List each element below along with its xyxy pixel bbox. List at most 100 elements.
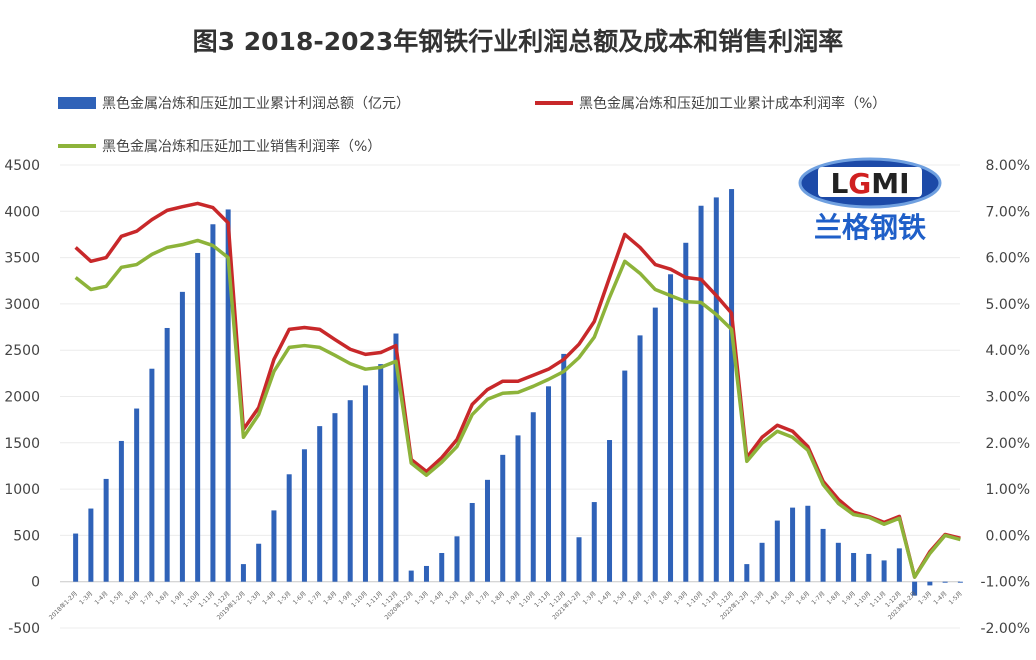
left-tick-label: 2000 (4, 390, 40, 406)
bar (149, 368, 155, 582)
bar (881, 560, 887, 582)
left-tick-label: 4500 (4, 158, 40, 174)
x-tick-label: 1-5月 (444, 590, 460, 606)
x-tick-label: 1-8月 (154, 590, 170, 606)
bar (668, 274, 674, 582)
bar (347, 400, 353, 582)
bar (896, 548, 902, 582)
bar (591, 502, 597, 582)
x-tick-label: 1-5月 (948, 590, 964, 606)
bar (957, 581, 963, 583)
bar (546, 386, 552, 582)
bar (744, 564, 750, 582)
bar (317, 426, 323, 582)
svg-text:兰格钢铁: 兰格钢铁 (814, 211, 926, 244)
bar (698, 205, 704, 582)
bar (195, 252, 201, 582)
bar (515, 435, 521, 582)
x-tick-label: 1-5月 (276, 590, 292, 606)
x-tick-label: 1-4月 (429, 590, 445, 606)
bar (164, 327, 170, 582)
bar (134, 408, 140, 582)
left-tick-label: 3500 (4, 251, 40, 267)
legend-swatch-line (58, 144, 96, 148)
x-tick-label: 2018年1-2月 (47, 589, 79, 621)
bar (576, 537, 582, 582)
x-tick-label: 1-6月 (795, 590, 811, 606)
bar (362, 385, 368, 582)
x-tick-label: 1-6月 (627, 590, 643, 606)
bar (912, 581, 918, 596)
bar (423, 565, 429, 582)
bar (286, 474, 292, 582)
x-tick-label: 1-5月 (612, 590, 628, 606)
left-tick-label: 3000 (4, 297, 40, 313)
right-tick-label: -1.00% (980, 575, 1030, 591)
bar (683, 242, 689, 582)
x-tick-label: 1-3月 (246, 590, 262, 606)
right-tick-label: 1.00% (986, 482, 1030, 498)
legend-swatch-line (535, 101, 573, 105)
bar (500, 454, 506, 582)
legend-label: 黑色金属冶炼和压延加工业销售利润率（%） (102, 139, 382, 155)
x-tick-label: 1-6月 (292, 590, 308, 606)
bar (103, 478, 109, 582)
x-tick-label: 1-5月 (109, 590, 125, 606)
x-tick-label: 1-4月 (765, 590, 781, 606)
left-tick-label: 500 (13, 528, 40, 544)
bar (851, 552, 857, 582)
left-tick-label: 1000 (4, 482, 40, 498)
x-tick-label: 1-6月 (460, 590, 476, 606)
bar (301, 449, 307, 582)
bar (729, 189, 735, 582)
x-tick-label: 1-7月 (475, 590, 491, 606)
bar (637, 335, 643, 582)
x-tick-label: 1-3月 (749, 590, 765, 606)
bar (256, 543, 262, 582)
bar (790, 507, 796, 582)
bar (713, 197, 719, 582)
bar (484, 479, 490, 582)
bar (469, 502, 475, 582)
x-tick-label: 1-8月 (490, 590, 506, 606)
bar (820, 528, 826, 582)
legend-label: 黑色金属冶炼和压延加工业累计成本利润率（%） (579, 96, 887, 112)
bar (73, 533, 79, 582)
bar (927, 581, 933, 586)
bar (454, 536, 460, 582)
bar (408, 570, 414, 582)
left-tick-label: 1500 (4, 436, 40, 452)
bar (942, 581, 948, 583)
x-tick-label: 1-3月 (582, 590, 598, 606)
x-tick-label: 1-7月 (643, 590, 659, 606)
bar (332, 413, 338, 582)
bar (530, 412, 536, 582)
right-tick-label: 8.00% (986, 158, 1030, 174)
bar (439, 552, 445, 582)
bar (759, 542, 765, 582)
bar (774, 520, 780, 582)
bar (607, 440, 613, 582)
legend-swatch-bar (58, 97, 96, 109)
chart-title: 图3 2018-2023年钢铁行业利润总额及成本和销售利润率 (192, 27, 844, 56)
right-tick-label: 2.00% (986, 436, 1030, 452)
bar (393, 333, 399, 582)
x-tick-label: 1-5月 (780, 590, 796, 606)
x-tick-label: 1-7月 (307, 590, 323, 606)
bar (88, 508, 94, 582)
right-tick-label: 3.00% (986, 390, 1030, 406)
bar (179, 291, 185, 582)
bar (652, 307, 658, 582)
bar (866, 553, 872, 582)
legend-label: 黑色金属冶炼和压延加工业累计利润总额（亿元） (102, 96, 410, 112)
left-tick-label: -500 (8, 621, 40, 637)
right-tick-label: -2.00% (980, 621, 1030, 637)
x-tick-label: 1-3月 (78, 590, 94, 606)
x-tick-label: 1-3月 (917, 590, 933, 606)
bar (378, 364, 384, 582)
x-tick-label: 1-4月 (93, 590, 109, 606)
bar (561, 353, 567, 582)
x-tick-label: 1-8月 (658, 590, 674, 606)
bar (622, 370, 628, 582)
x-tick-label: 1-8月 (826, 590, 842, 606)
